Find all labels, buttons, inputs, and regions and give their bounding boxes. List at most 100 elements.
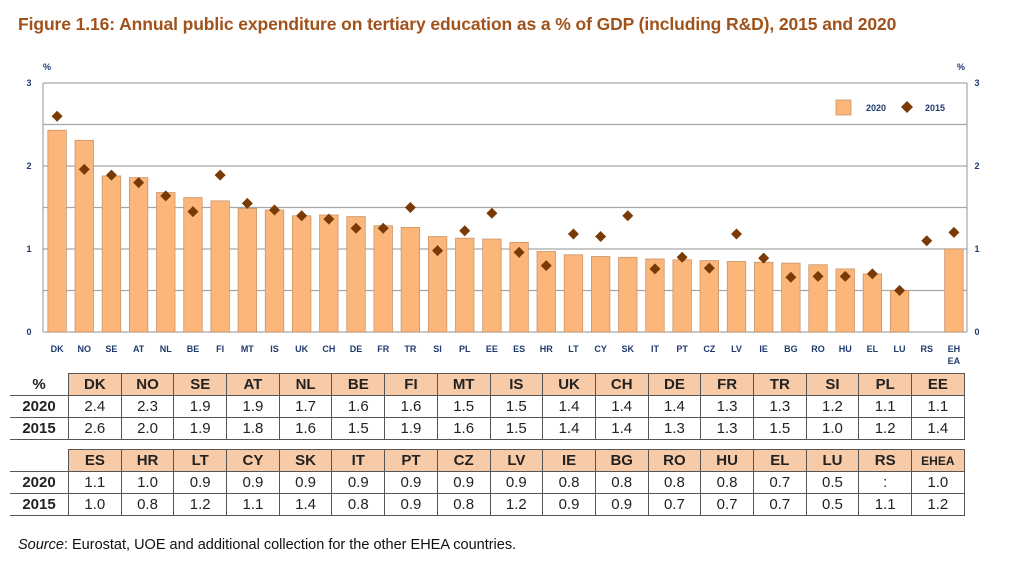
marker-2015 <box>595 231 607 243</box>
table-cell: 0.7 <box>752 471 807 494</box>
table-header-cell: IT <box>331 449 386 472</box>
bar-2020 <box>400 227 421 333</box>
category-label: EE <box>486 344 498 354</box>
table-cell: 1.2 <box>489 493 544 516</box>
marker-2015 <box>758 252 770 264</box>
table-cell: 1.0 <box>68 493 122 516</box>
table-header-cell: LU <box>805 449 860 472</box>
table-row: 2015 1.0 0.8 1.2 1.1 1.4 0.8 0.9 0.8 1.2 0.9 0.9 0.7… <box>10 493 965 516</box>
table-cell: 1.9 <box>384 417 438 440</box>
marker-2015 <box>676 251 688 263</box>
table-cell: 1.2 <box>173 493 228 516</box>
category-label: SE <box>105 344 117 354</box>
table-header-cell: LT <box>173 449 228 472</box>
marker-2015 <box>350 222 362 234</box>
table-cell: 2.0 <box>120 417 175 440</box>
marker-2015 <box>377 222 389 234</box>
table-cell: 0.5 <box>805 471 860 494</box>
marker-2015 <box>323 213 335 225</box>
table-header-cell: NO <box>120 373 175 396</box>
category-label: MT <box>241 344 254 354</box>
bar-2020 <box>781 262 801 333</box>
marker-2015 <box>78 163 90 175</box>
category-label: RO <box>811 344 825 354</box>
table-header-cell: CY <box>226 449 280 472</box>
category-label: EH <box>948 344 961 354</box>
table-cell: 1.4 <box>594 417 649 440</box>
y-tick-label-left: 2 <box>26 161 31 171</box>
table-header-cell: ES <box>68 449 122 472</box>
category-label: SK <box>622 344 635 354</box>
legend-swatch-2020 <box>835 99 852 116</box>
table-cell: 0.7 <box>700 493 754 516</box>
table-cell: 0.8 <box>542 471 596 494</box>
table-header-row: ES HR LT CY SK IT PT CZ LV IE BG RO HU EL LU RS EHEA <box>10 449 965 472</box>
table-header-cell: CZ <box>436 449 491 472</box>
marker-2015 <box>785 271 797 283</box>
marker-2015 <box>269 204 280 216</box>
bar-2020 <box>509 241 529 333</box>
table-header-cell: PL <box>858 373 912 396</box>
bar-2020 <box>645 258 665 333</box>
y-tick-label-right: 1 <box>974 244 979 254</box>
table-header-cell: DE <box>647 373 702 396</box>
table-header-cell: UK <box>542 373 596 396</box>
category-label: HR <box>540 344 553 354</box>
marker-2015 <box>214 169 226 181</box>
category-label: EA <box>948 356 961 365</box>
table-cell: 1.9 <box>173 395 228 418</box>
table-header-cell: CH <box>594 373 649 396</box>
source-note: Source: Eurostat, UOE and additional col… <box>18 537 516 553</box>
table-cell: 1.6 <box>278 417 333 440</box>
table-cell: 0.9 <box>489 471 544 494</box>
table-header-cell: NL <box>278 373 333 396</box>
marker-2015 <box>866 268 878 280</box>
table-cell: 1.7 <box>278 395 333 418</box>
table-header-cell: BE <box>331 373 386 396</box>
table-cell: 0.9 <box>594 493 649 516</box>
source-label: Source <box>18 537 64 553</box>
table-cell: : <box>858 471 912 494</box>
table-cell: 0.8 <box>120 493 175 516</box>
category-label: LT <box>568 344 579 354</box>
table-cell: 2.3 <box>120 395 175 418</box>
table-cell: 1.4 <box>647 395 702 418</box>
table-header-cell: MT <box>436 373 491 396</box>
category-label: IT <box>651 344 660 354</box>
table-cell: 1.9 <box>226 395 280 418</box>
y-tick-label-left: 3 <box>26 78 31 88</box>
table-cell: 1.4 <box>542 417 596 440</box>
table-cell: 1.4 <box>278 493 333 516</box>
bar-2020 <box>808 264 828 333</box>
marker-2015 <box>404 202 416 213</box>
table-header-cell: BG <box>594 449 649 472</box>
table-cell: 1.3 <box>752 395 807 418</box>
bar-2020 <box>101 175 122 333</box>
table-cell: 1.5 <box>489 417 544 440</box>
marker-2015 <box>51 110 63 122</box>
marker-2015 <box>567 228 579 240</box>
marker-2015 <box>187 206 199 218</box>
table-corner-blank <box>10 449 69 472</box>
table-cell: 1.5 <box>489 395 544 418</box>
table-cell: 0.9 <box>384 493 438 516</box>
marker-2015 <box>241 197 253 209</box>
bar-2020 <box>128 177 149 333</box>
bar-2020 <box>237 207 257 333</box>
table-cell: 0.9 <box>384 471 438 494</box>
table-header-cell: TR <box>752 373 807 396</box>
table-cell: 1.6 <box>331 395 386 418</box>
table-header-cell: IS <box>489 373 544 396</box>
legend-label-2015: 2015 <box>925 103 945 113</box>
legend-marker-2015 <box>901 101 913 113</box>
category-label: PL <box>459 344 471 354</box>
table-cell: 1.1 <box>226 493 280 516</box>
table-cell: 0.9 <box>226 471 280 494</box>
legend-label-2020: 2020 <box>866 103 886 113</box>
table-cell: 1.1 <box>68 471 122 494</box>
table-cell: 1.0 <box>911 471 965 494</box>
data-table-block-1: % DK NO SE AT NL BE FI MT IS UK CH DE FR TR SI PL EE 2020 2… <box>10 373 965 440</box>
table-cell: 1.5 <box>752 417 807 440</box>
table-header-cell: IE <box>542 449 596 472</box>
table-cell: 1.1 <box>858 395 912 418</box>
